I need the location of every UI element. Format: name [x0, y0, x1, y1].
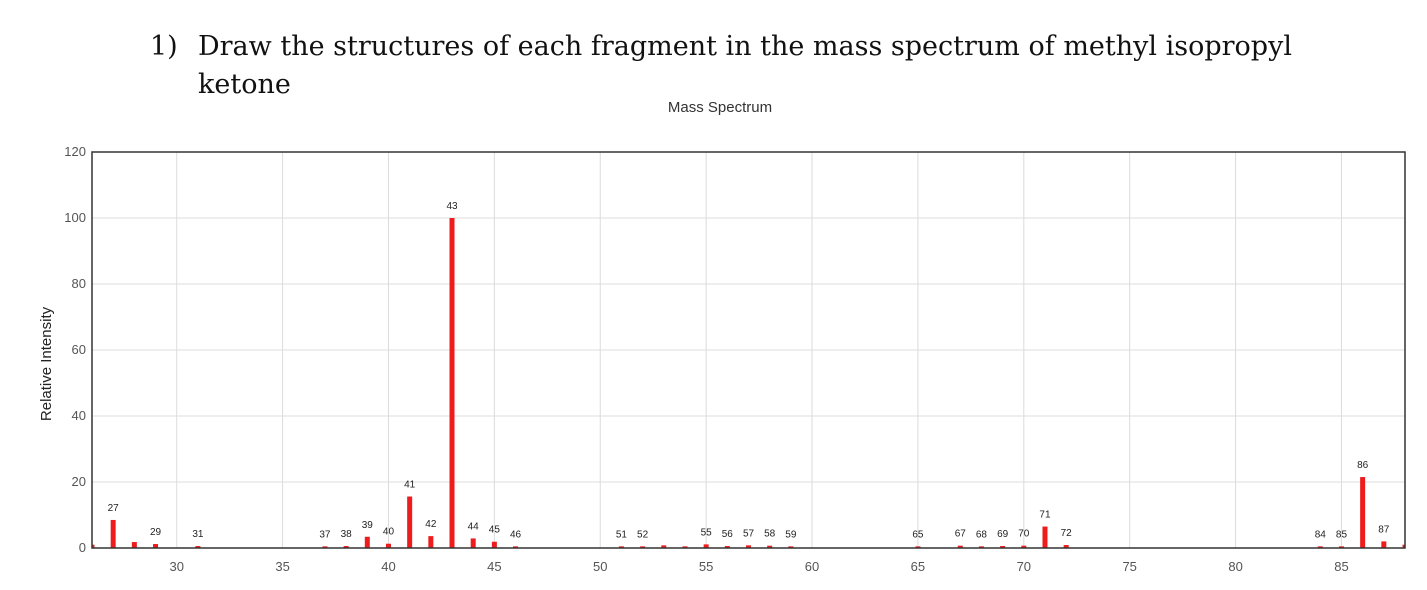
x-tick-label: 70 — [1017, 559, 1031, 574]
peak-bar — [724, 546, 730, 548]
peak-bar — [428, 536, 434, 548]
peak-bar — [1381, 541, 1387, 548]
peak-bar — [92, 544, 95, 548]
peak-bar — [364, 536, 370, 548]
peak-bar — [703, 544, 709, 548]
peak-label: 68 — [976, 529, 988, 540]
peak-bar — [131, 542, 137, 548]
peak-label: 65 — [912, 529, 924, 540]
y-tick-label: 20 — [72, 474, 86, 489]
peak-bar — [1338, 546, 1344, 548]
peak-label: 52 — [637, 529, 649, 540]
peak-label: 43 — [446, 201, 458, 212]
peak-label: 72 — [1061, 528, 1073, 539]
y-tick-label: 120 — [64, 144, 86, 159]
peak-label: 57 — [743, 528, 755, 539]
peak-label: 29 — [150, 527, 162, 538]
peak-label: 37 — [319, 529, 331, 540]
peak-bar — [767, 545, 773, 548]
peak-label: 56 — [722, 529, 734, 540]
x-tick-label: 40 — [381, 559, 395, 574]
peak-label: 51 — [616, 529, 628, 540]
chart-title: Mass Spectrum — [668, 99, 772, 116]
x-tick-label: 50 — [593, 559, 607, 574]
y-axis-title: Relative Intensity — [38, 306, 55, 421]
peak-bar — [491, 541, 497, 548]
peak-label: 84 — [1315, 529, 1327, 540]
peak-label: 86 — [1357, 460, 1369, 471]
x-tick-label: 35 — [275, 559, 289, 574]
peak-bar — [618, 546, 624, 548]
peak-bar — [1402, 544, 1405, 548]
peak-bar — [343, 546, 349, 548]
peak-label: 58 — [764, 529, 776, 540]
peak-label: 85 — [1336, 529, 1348, 540]
peak-bar — [110, 519, 116, 548]
peak-bar — [407, 496, 413, 548]
x-tick-label: 65 — [911, 559, 925, 574]
peak-label: 87 — [1378, 524, 1390, 535]
x-tick-label: 55 — [699, 559, 713, 574]
peak-bar — [1000, 546, 1006, 548]
peak-bar — [1021, 545, 1027, 548]
peak-bar — [322, 546, 328, 548]
peak-bar — [957, 545, 963, 548]
peak-label: 55 — [701, 527, 713, 538]
peak-bar — [195, 546, 201, 548]
peak-label: 42 — [425, 519, 437, 530]
peak-bar — [385, 543, 391, 548]
peak-bar — [513, 546, 519, 548]
y-axis-ticks: 0 20 40 60 80 100 120 — [64, 144, 86, 555]
peak-label: 27 — [108, 503, 120, 514]
question-number: 1) — [150, 31, 178, 62]
peak-bar — [788, 546, 794, 548]
question: 1) Draw the structures of each fragment … — [150, 28, 1350, 104]
peak-bar — [746, 545, 751, 548]
x-tick-label: 75 — [1122, 559, 1136, 574]
peak-label: 41 — [404, 480, 416, 491]
peak-bar — [449, 218, 455, 548]
peak-label: 67 — [955, 529, 967, 540]
x-tick-label: 30 — [169, 559, 183, 574]
x-tick-label: 60 — [805, 559, 819, 574]
x-tick-label: 85 — [1334, 559, 1348, 574]
peak-label: 46 — [510, 529, 522, 540]
y-tick-label: 100 — [64, 210, 86, 225]
peak-bar — [1317, 546, 1323, 548]
peak-label: 39 — [362, 520, 374, 531]
peak-bars — [92, 218, 1405, 548]
peak-label: 71 — [1039, 510, 1051, 521]
grid — [92, 152, 1405, 548]
peak-label: 45 — [489, 525, 501, 536]
peak-bar — [978, 546, 984, 548]
peak-label: 38 — [341, 529, 353, 540]
y-tick-label: 0 — [79, 540, 86, 555]
peak-labels: 27 29 31 37 38 39 40 41 42 43 44 45 46 51 52 55 56 57 58 59… — [108, 201, 1390, 540]
plot-frame — [91, 151, 1406, 549]
peak-label: 31 — [192, 529, 204, 540]
peak-bar — [153, 544, 159, 548]
y-tick-label: 80 — [72, 276, 86, 291]
peak-label: 40 — [383, 527, 395, 538]
peak-bar — [1360, 477, 1366, 548]
peak-bar — [661, 545, 667, 548]
peak-bar — [640, 546, 646, 548]
peak-bar — [1063, 545, 1069, 548]
peak-bar — [915, 546, 921, 548]
y-tick-label: 60 — [72, 342, 86, 357]
peak-bar — [470, 538, 476, 548]
peak-bar — [682, 546, 688, 548]
y-tick-label: 40 — [72, 408, 86, 423]
peak-label: 59 — [785, 529, 797, 540]
peak-bar — [1042, 526, 1048, 548]
peak-label: 69 — [997, 529, 1009, 540]
x-tick-label: 80 — [1228, 559, 1242, 574]
question-text: Draw the structures of each fragment in … — [198, 31, 1292, 100]
peak-label: 70 — [1018, 529, 1030, 540]
x-axis-ticks: 30 35 40 45 50 55 60 65 70 75 80 85 — [169, 559, 1348, 574]
x-tick-label: 45 — [487, 559, 501, 574]
peak-label: 44 — [468, 521, 480, 532]
